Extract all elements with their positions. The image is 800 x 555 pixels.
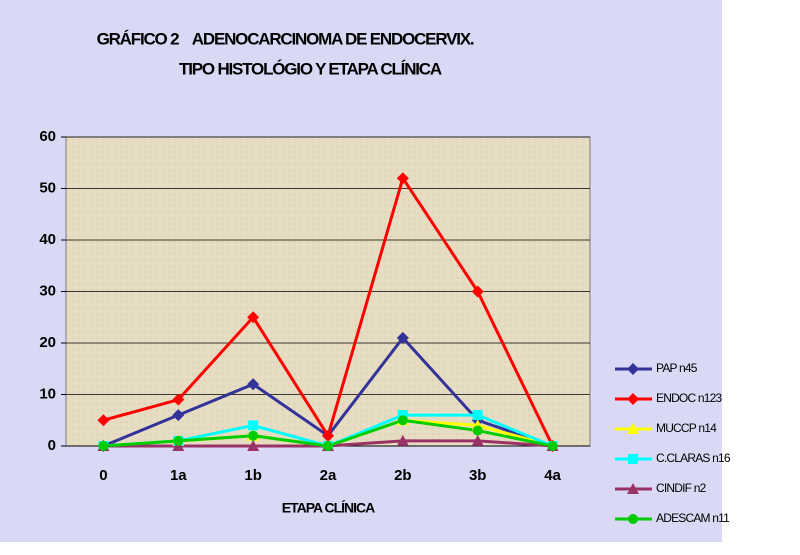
marker (627, 393, 639, 405)
marker (172, 409, 185, 422)
marker (396, 434, 409, 446)
x-axis-label: ETAPA CLÍNICA (282, 500, 375, 516)
y-tick-label: 40 (39, 231, 56, 248)
x-tick-label: 2b (394, 467, 412, 484)
legend-label: PAP n45 (656, 361, 698, 375)
x-tick-label: 1a (170, 467, 187, 484)
x-tick-label: 3b (469, 467, 487, 484)
marker (627, 483, 639, 494)
marker (397, 410, 408, 421)
x-tick-label: 1b (244, 467, 262, 484)
marker (247, 440, 260, 451)
legend-label: MUCCP n14 (656, 421, 717, 435)
chart-subtitle: TIPO HISTOLÓGIO Y ETAPA CLÍNICA (179, 59, 442, 78)
marker (173, 435, 184, 446)
marker (247, 378, 260, 391)
y-tick-label: 30 (39, 282, 56, 299)
marker (396, 331, 409, 344)
marker (628, 454, 638, 464)
legend-label: ADESCAM n11 (656, 511, 730, 525)
y-tick-label: 60 (39, 128, 56, 145)
x-tick-label: 2a (320, 467, 337, 484)
y-tick-label: 50 (39, 179, 56, 196)
marker (471, 285, 484, 298)
legend-label: C.CLARAS n16 (656, 451, 731, 465)
marker (97, 414, 110, 427)
marker (322, 429, 334, 442)
legend-label: ENDOC n123 (656, 391, 722, 405)
y-tick-label: 0 (48, 437, 56, 454)
marker (172, 393, 185, 406)
marker (397, 415, 408, 426)
chart-title: GRÁFICO 2 ADENOCARCINOMA DE ENDOCERVIX. (97, 29, 474, 48)
marker (247, 311, 260, 324)
x-tick-label: 4a (544, 467, 561, 484)
marker (472, 425, 483, 436)
marker (547, 441, 558, 451)
y-tick-label: 10 (39, 385, 56, 402)
x-tick-label: 0 (99, 467, 107, 484)
marker (323, 441, 333, 451)
marker (628, 514, 638, 524)
marker (396, 172, 409, 185)
marker (248, 420, 259, 431)
marker (627, 423, 639, 434)
marker (627, 363, 639, 375)
marker (471, 434, 484, 446)
marker (248, 430, 259, 441)
legend-label: CINDIF n2 (656, 481, 707, 495)
marker (472, 410, 483, 421)
marker (98, 441, 109, 451)
y-tick-label: 20 (39, 334, 56, 351)
